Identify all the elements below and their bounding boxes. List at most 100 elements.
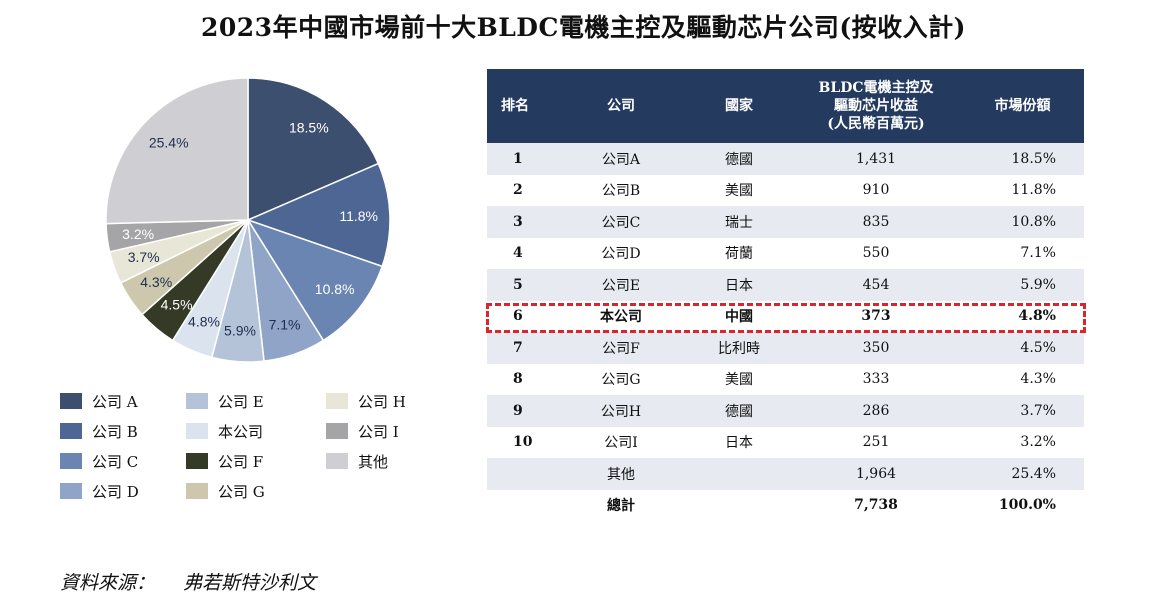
cell-country: 中國 [725,309,753,326]
cell-share: 4.3% [1020,371,1056,388]
table-row: 8 公司G 美國 333 4.3% [487,364,1084,396]
cell-country: 日本 [687,269,791,301]
cell-company: 公司A [555,143,687,175]
cell-rank: 3 [487,206,555,238]
cell-country [687,490,791,522]
cell-share: 25.4% [961,458,1084,490]
legend-item: 公司 A [60,390,138,412]
table-row: 2 公司B 美國 910 11.8% [487,175,1084,207]
cell-revenue: 333 [862,371,890,388]
table-row: 9 公司H 德國 286 3.7% [487,395,1084,427]
cell-share: 3.2% [1020,434,1056,451]
cell-rank: 10 [513,434,533,451]
legend-item: 公司 F [186,450,263,472]
legend-swatch [326,393,348,409]
legend-swatch [326,453,348,469]
pie-slice-label: 7.1% [269,317,301,333]
header-revenue-line2: 驅動芯片收益 [834,98,918,114]
pie-slice-label: 4.8% [188,314,220,330]
legend-item: 本公司 [186,420,263,442]
legend-label: 其他 [358,452,389,471]
cell-country: 美國 [725,183,753,200]
cell-country [687,458,791,490]
pie-slice-label: 3.2% [122,226,154,242]
cell-country: 瑞士 [687,206,791,238]
pie-slice-label: 5.9% [224,322,256,338]
pie-slice [246,218,384,342]
cell-revenue: 251 [862,434,890,451]
cell-company: 公司F [555,332,687,364]
cell-rank: 8 [513,371,523,388]
legend-swatch [186,393,208,409]
cell-company: 本公司 [600,309,642,326]
legend-label: 公司 F [218,452,264,471]
legend-item: 公司 C [60,450,138,472]
cell-company: 公司E [555,269,687,301]
legend-item: 公司 G [186,480,265,502]
pie-slice-label: 4.5% [161,297,193,313]
cell-revenue: 1,431 [791,143,961,175]
header-revenue-line3: (人民幣百萬元) [827,116,925,132]
table-row: 總計 7,738 100.0% [487,490,1084,522]
table-row: 10 公司I 日本 251 3.2% [487,427,1084,459]
header-country: 國家 [687,69,791,143]
cell-company: 公司I [604,435,638,452]
legend-item: 公司 D [60,480,139,502]
cell-share: 10.8% [961,206,1084,238]
legend-label: 公司 A [92,392,138,411]
legend-item: 公司 E [186,390,264,412]
cell-rank: 2 [513,182,523,199]
pie-slice-label: 25.4% [149,135,189,151]
cell-rank: 9 [487,395,555,427]
legend-label: 公司 I [358,422,399,441]
cell-company: 公司H [555,395,687,427]
cell-rank: 4 [513,245,523,262]
cell-company: 公司B [601,183,641,200]
cell-rank [487,458,555,490]
source-text: 弗若斯特沙利文 [183,572,317,594]
legend-item: 公司 I [326,420,399,442]
own-company-highlight [486,303,1086,333]
legend: 公司 A 公司 B 公司 C 公司 D 公司 E 本公司公司 F 公司 G 公司 H 公司 I 其… [60,390,460,515]
legend-swatch [186,483,208,499]
legend-item: 公司 B [60,420,138,442]
cell-country: 荷蘭 [725,246,753,263]
legend-swatch [60,453,82,469]
cell-revenue: 454 [791,269,961,301]
table-row: 其他 1,964 25.4% [487,458,1084,490]
cell-rank [487,490,555,522]
cell-company: 公司D [601,246,641,263]
legend-label: 公司 E [218,392,264,411]
table-row: 7 公司F 比利時 350 4.5% [487,332,1084,364]
pie-slice-label: 18.5% [289,119,329,135]
cell-rank: 5 [487,269,555,301]
pie-slice-label: 10.8% [315,281,355,297]
header-rank: 排名 [487,69,555,143]
cell-share: 18.5% [961,143,1084,175]
cell-share: 100.0% [998,497,1056,514]
chart-title: 2023年中國市場前十大BLDC電機主控及驅動芯片公司(按收入計) [200,13,967,42]
legend-label: 公司 C [92,452,139,471]
cell-company: 總計 [607,498,635,515]
legend-swatch [326,423,348,439]
cell-country: 比利時 [687,332,791,364]
legend-label: 公司 D [92,482,139,501]
cell-revenue: 550 [862,245,890,262]
cell-company: 公司C [555,206,687,238]
cell-revenue: 910 [862,182,890,199]
table-row: 4 公司D 荷蘭 550 7.1% [487,238,1084,270]
table-row: 6 本公司 中國 373 4.8% [487,301,1084,333]
header-revenue-line1: BLDC電機主控及 [818,80,934,96]
pie-slice-label: 11.8% [339,208,378,224]
pie-slice-label: 4.3% [140,274,172,290]
source-label: 資料來源： [60,572,156,594]
cell-revenue: 350 [791,332,961,364]
legend-item: 公司 H [326,390,406,412]
legend-swatch [186,423,208,439]
legend-swatch [186,453,208,469]
legend-swatch [60,423,82,439]
legend-swatch [60,483,82,499]
cell-country: 美國 [725,372,753,389]
cell-revenue: 1,964 [791,458,961,490]
table-row: 5 公司E 日本 454 5.9% [487,269,1084,301]
